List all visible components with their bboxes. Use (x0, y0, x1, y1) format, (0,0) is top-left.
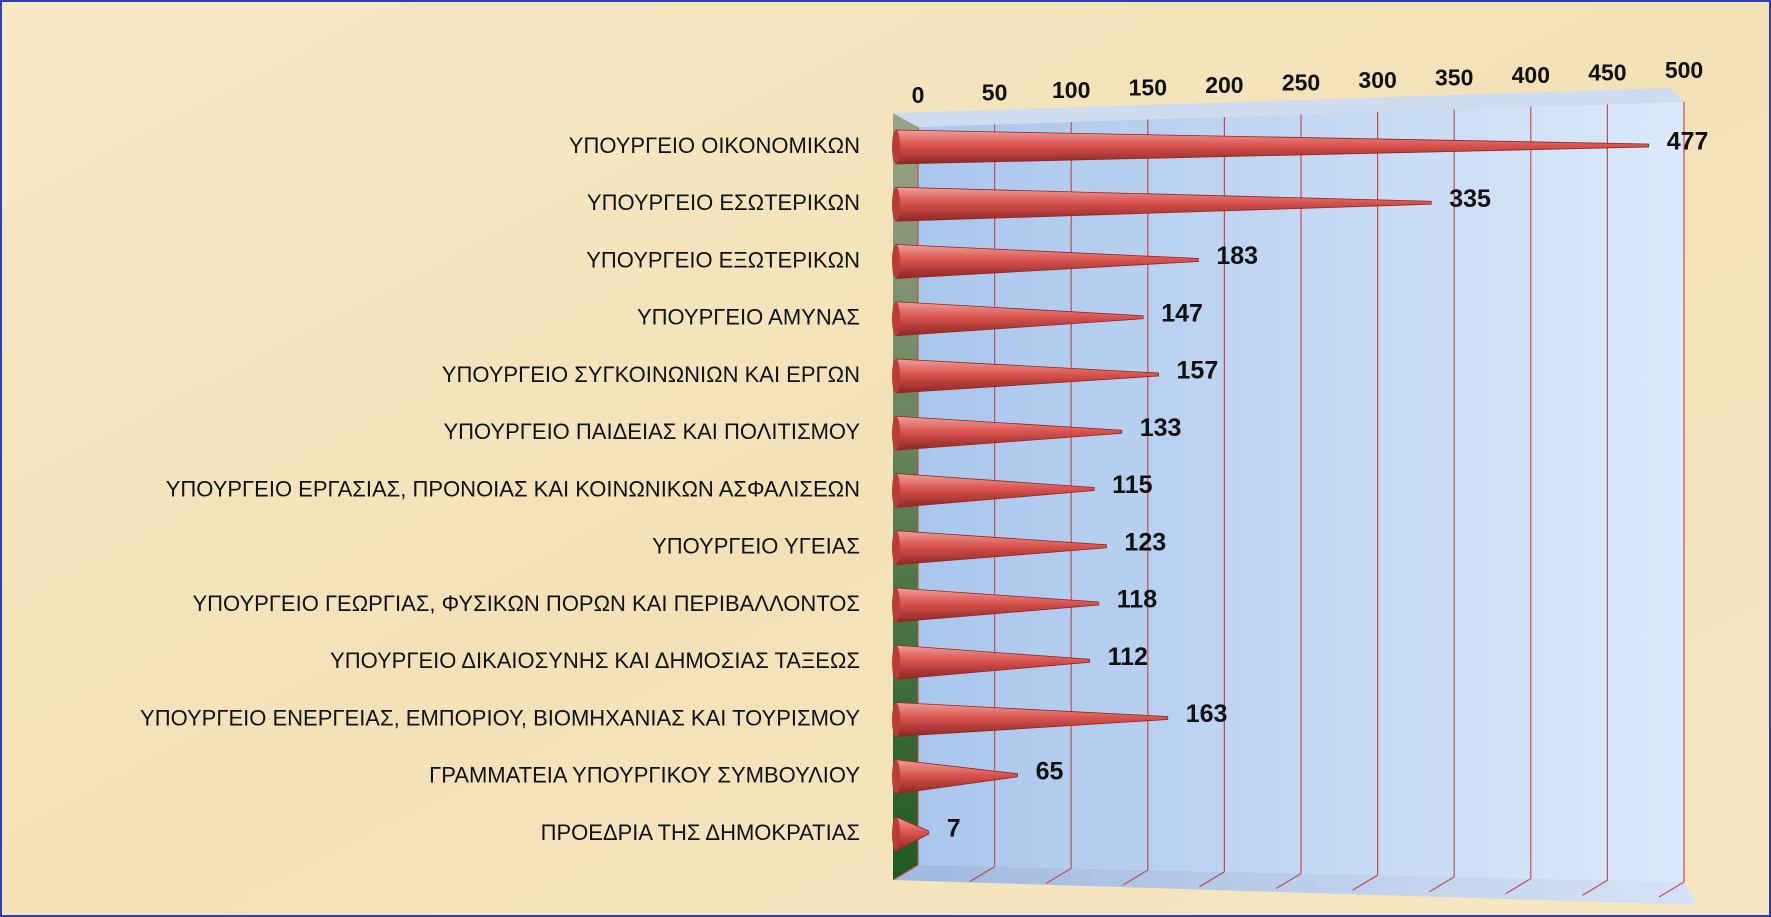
bar-base (892, 817, 900, 851)
value-label: 183 (1216, 242, 1258, 270)
x-tick-label: 300 (1358, 67, 1396, 93)
top-edge (893, 88, 1684, 127)
value-label: 133 (1140, 414, 1182, 442)
value-label: 115 (1112, 471, 1152, 499)
value-label: 112 (1108, 643, 1148, 671)
floor-grid-line (1122, 869, 1149, 886)
floor-grid-line (1275, 872, 1302, 890)
floor-grid-line (1428, 876, 1455, 893)
x-tick-label: 450 (1588, 60, 1626, 86)
y-tick-label: ΓΡΑΜΜΑΤΕΙΑ ΥΠΟΥΡΓΙΚΟΥ ΣΥΜΒΟΥΛΙΟΥ (429, 763, 860, 788)
x-tick-label: 150 (1129, 75, 1167, 101)
floor-grid-line (969, 866, 995, 883)
bar-base (892, 645, 900, 680)
value-label: 123 (1124, 528, 1166, 556)
x-tick-label: 250 (1282, 70, 1320, 96)
x-tick-label: 200 (1205, 72, 1243, 98)
bar-base (892, 244, 900, 279)
floor-grid-line (1658, 881, 1685, 898)
value-label: 477 (1667, 128, 1709, 156)
floor-grid-line (1352, 874, 1378, 891)
x-tick-label: 50 (982, 80, 1008, 106)
bar-base (892, 588, 900, 622)
x-tick-label: 500 (1665, 57, 1703, 83)
x-tick-label: 350 (1435, 65, 1473, 91)
bar-base (892, 359, 900, 393)
y-tick-label: ΠΡΟΕΔΡΙΑ ΤΗΣ ΔΗΜΟΚΡΑΤΙΑΣ (541, 820, 860, 845)
y-tick-label: ΥΠΟΥΡΓΕΙΟ ΟΙΚΟΝΟΜΙΚΩΝ (569, 133, 860, 158)
x-tick-label: 400 (1512, 62, 1550, 88)
value-label: 7 (947, 815, 961, 843)
floor-grid-line (892, 864, 919, 881)
bar-base (892, 759, 900, 794)
bar-base (892, 530, 900, 565)
bar-base (892, 473, 900, 508)
y-tick-label: ΥΠΟΥΡΓΕΙΟ ΕΞΩΤΕΡΙΚΩΝ (586, 247, 860, 272)
y-tick-label: ΥΠΟΥΡΓΕΙΟ ΠΑΙΔΕΙΑΣ ΚΑΙ ΠΟΛΙΤΙΣΜΟΥ (443, 419, 860, 444)
y-tick-label: ΥΠΟΥΡΓΕΙΟ ΣΥΓΚΟΙΝΩΝΙΩΝ ΚΑΙ ΕΡΓΩΝ (442, 362, 860, 387)
bar-base (892, 416, 900, 451)
bar-base (892, 187, 900, 222)
value-label: 118 (1117, 586, 1157, 614)
value-label: 65 (1036, 757, 1064, 785)
floor-grid-line (1045, 867, 1072, 884)
value-label: 147 (1161, 299, 1203, 327)
y-tick-label: ΥΠΟΥΡΓΕΙΟ ΥΓΕΙΑΣ (652, 534, 860, 559)
floor-grid-line (1582, 879, 1608, 896)
y-tick-label: ΥΠΟΥΡΓΕΙΟ ΓΕΩΡΓΙΑΣ, ΦΥΣΙΚΩΝ ΠΟΡΩΝ ΚΑΙ ΠΕ… (193, 591, 861, 616)
x-tick-label: 0 (912, 82, 925, 108)
floor (893, 865, 1698, 905)
y-tick-label: ΥΠΟΥΡΓΕΙΟ ΑΜΥΝΑΣ (637, 305, 860, 330)
floor-grid-line (1199, 871, 1225, 888)
y-tick-label: ΥΠΟΥΡΓΕΙΟ ΕΣΩΤΕΡΙΚΩΝ (587, 190, 860, 215)
y-tick-label: ΥΠΟΥΡΓΕΙΟ ΕΝΕΡΓΕΙΑΣ, ΕΜΠΟΡΙΟΥ, ΒΙΟΜΗΧΑΝΙ… (140, 705, 860, 730)
bar-base (892, 702, 900, 737)
value-label: 335 (1449, 185, 1491, 213)
x-tick-label: 100 (1052, 77, 1090, 103)
value-label: 163 (1186, 700, 1228, 728)
bar-base (892, 130, 900, 164)
floor-grid-line (1505, 878, 1532, 895)
y-tick-label: ΥΠΟΥΡΓΕΙΟ ΔΙΚΑΙΟΣΥΝΗΣ ΚΑΙ ΔΗΜΟΣΙΑΣ ΤΑΞΕΩ… (330, 648, 860, 673)
value-label: 157 (1177, 357, 1219, 385)
y-tick-label: ΥΠΟΥΡΓΕΙΟ ΕΡΓΑΣΙΑΣ, ΠΡΟΝΟΙΑΣ ΚΑΙ ΚΟΙΝΩΝΙ… (166, 476, 860, 501)
bar-base (892, 301, 900, 336)
